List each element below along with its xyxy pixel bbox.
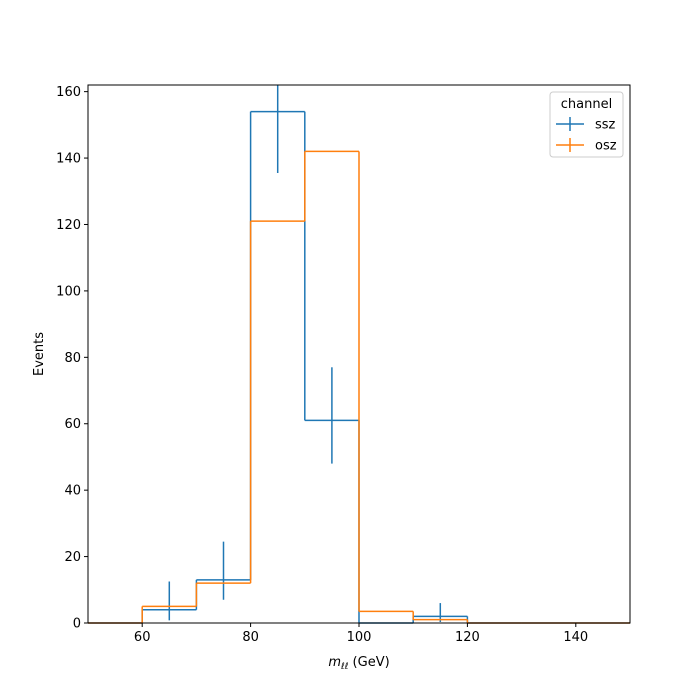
legend-entries: ssz osz bbox=[556, 117, 617, 154]
y-axis-label: Events bbox=[32, 332, 47, 376]
series-osz bbox=[88, 150, 630, 624]
x-axis-ticks: 60 80 100 120 140 bbox=[134, 623, 588, 645]
y-tick-label: 100 bbox=[56, 284, 81, 299]
legend: channel ssz osz bbox=[549, 91, 624, 158]
y-tick-label: 120 bbox=[56, 218, 81, 233]
y-tick-label: 160 bbox=[56, 85, 81, 100]
legend-entry-osz: osz bbox=[556, 138, 617, 154]
x-axis-label-subscript: ℓℓ bbox=[340, 662, 348, 672]
y-tick-label: 140 bbox=[56, 152, 81, 167]
x-tick-label: 60 bbox=[134, 630, 151, 645]
x-tick-label: 100 bbox=[347, 630, 372, 645]
legend-label-ssz: ssz bbox=[595, 118, 616, 133]
x-tick-label: 120 bbox=[455, 630, 480, 645]
y-tick-label: 60 bbox=[64, 417, 81, 432]
x-axis-label-main: m bbox=[328, 655, 341, 670]
legend-label-osz: osz bbox=[595, 139, 617, 154]
x-tick-label: 140 bbox=[563, 630, 588, 645]
x-axis-label: mℓℓ (GeV) bbox=[328, 655, 389, 672]
x-axis-label-unit: (GeV) bbox=[348, 655, 389, 670]
y-tick-label: 80 bbox=[64, 351, 81, 366]
x-tick-label: 80 bbox=[242, 630, 259, 645]
y-tick-label: 0 bbox=[73, 617, 81, 632]
y-tick-label: 20 bbox=[64, 550, 81, 565]
legend-box bbox=[549, 91, 624, 158]
legend-title: channel bbox=[561, 97, 612, 112]
legend-entry-ssz: ssz bbox=[556, 117, 616, 133]
y-axis-ticks: 0 20 40 60 80 100 120 140 160 bbox=[56, 85, 88, 632]
y-tick-label: 40 bbox=[64, 484, 81, 499]
